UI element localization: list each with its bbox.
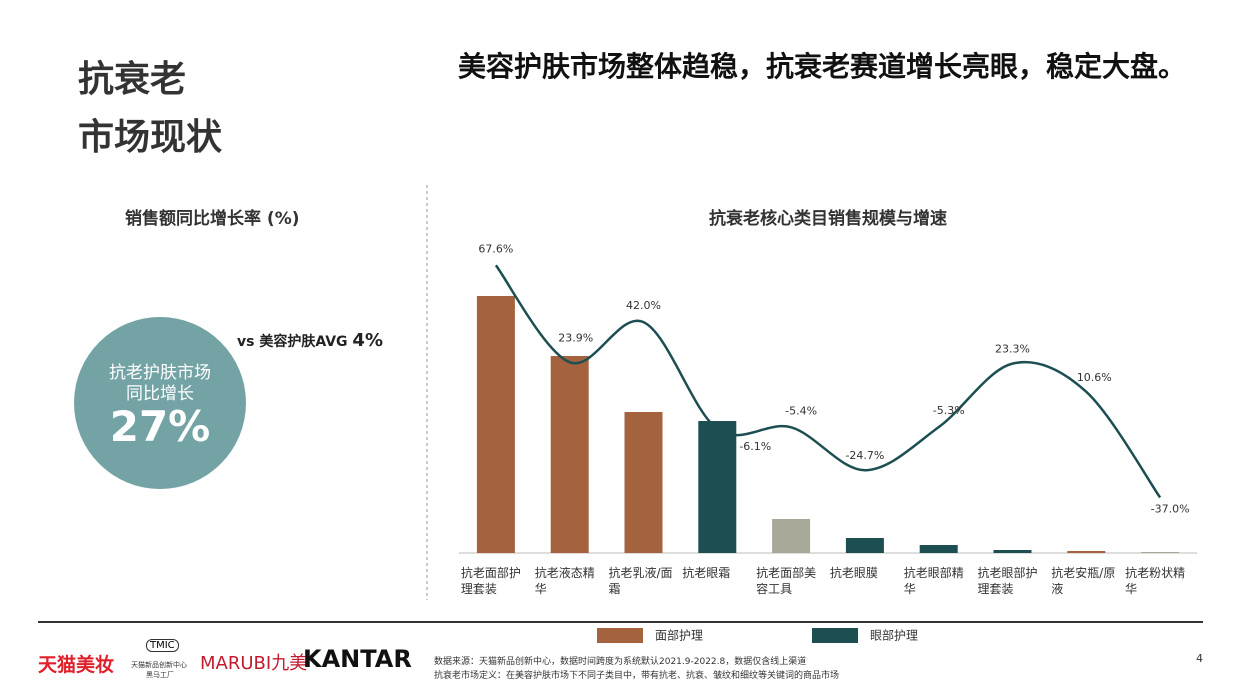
data-label: 23.3% xyxy=(995,343,1030,356)
bar xyxy=(476,296,515,553)
bar xyxy=(919,545,958,553)
logo: MARUBI九美 xyxy=(200,649,307,675)
logo: 天猫美妆 xyxy=(38,654,115,676)
legend-label: 眼部护理 xyxy=(870,628,918,643)
x-tick-label: 抗老粉状精华 xyxy=(1125,566,1186,596)
data-label: 23.9% xyxy=(558,331,593,344)
data-label: 10.6% xyxy=(1077,371,1112,384)
x-tick-label: 抗老眼部精华 xyxy=(903,566,964,596)
bar xyxy=(1141,552,1180,553)
logo: 黑马工厂 xyxy=(146,671,174,679)
highlight-circle xyxy=(74,317,246,489)
circle-value: 27% xyxy=(109,402,211,451)
panel-title: 销售额同比增长率 (%) xyxy=(125,209,300,229)
title: 市场现状 xyxy=(78,117,223,158)
logo-text: MARUBI xyxy=(200,653,272,674)
bar xyxy=(993,550,1032,553)
logo-text: 九美 xyxy=(271,653,308,674)
compare-value: 4% xyxy=(352,330,383,351)
title: 抗衰老 xyxy=(78,59,187,100)
legend-swatch xyxy=(812,628,858,643)
x-tick-label: 抗老液态精华 xyxy=(534,566,595,596)
compare: vs 美容护肤AVG 4% xyxy=(237,330,383,351)
logo: TMIC xyxy=(146,639,179,652)
data-label: 67.6% xyxy=(478,242,513,255)
source: 数据来源：天猫新品创新中心，数据时间跨度为系统默认2021.9-2022.8，数… xyxy=(434,657,807,667)
source: 抗衰老市场定义：在美容护肤市场下不同子类目中，带有抗老、抗衰、皱纹和细纹等关键词… xyxy=(434,671,840,681)
x-tick-label: 抗老眼霜 xyxy=(682,566,731,580)
logo: KANTAR xyxy=(303,645,412,673)
x-tick-label: 抗老面部护理套装 xyxy=(460,566,521,596)
data-label: 42.0% xyxy=(626,299,661,312)
data-label: -6.1% xyxy=(739,440,771,453)
data-label: -5.3% xyxy=(933,404,965,417)
compare-text: vs 美容护肤AVG xyxy=(237,334,348,350)
bar xyxy=(772,519,811,553)
x-tick-label: 抗老乳液/面霜 xyxy=(608,566,673,596)
legend-label: 面部护理 xyxy=(655,628,703,643)
legend-swatch xyxy=(597,628,643,643)
headline: 美容护肤市场整体趋稳，抗衰老赛道增长亮眼，稳定大盘。 xyxy=(458,50,1187,83)
bar xyxy=(624,412,663,553)
data-label: -24.7% xyxy=(845,449,884,462)
circle-text: 抗老护肤市场 xyxy=(109,363,211,383)
bar xyxy=(698,421,737,553)
bar xyxy=(845,538,884,553)
growth-line xyxy=(494,264,1162,499)
x-tick-label: 抗老面部美容工具 xyxy=(756,566,817,596)
logo: 天猫新品创新中心 xyxy=(131,661,187,669)
x-tick-label: 抗老眼膜 xyxy=(829,566,878,580)
bar xyxy=(1067,551,1106,553)
x-tick-label: 抗老安瓶/原液 xyxy=(1051,566,1116,596)
page-number: 4 xyxy=(1196,652,1203,665)
data-label: -5.4% xyxy=(785,404,817,417)
bar xyxy=(550,356,589,553)
x-tick-label: 抗老眼部护理套装 xyxy=(977,566,1038,596)
data-label: -37.0% xyxy=(1151,503,1190,516)
circle-text: 同比增长 xyxy=(126,384,194,404)
chart-title: 抗衰老核心类目销售规模与增速 xyxy=(709,209,947,229)
